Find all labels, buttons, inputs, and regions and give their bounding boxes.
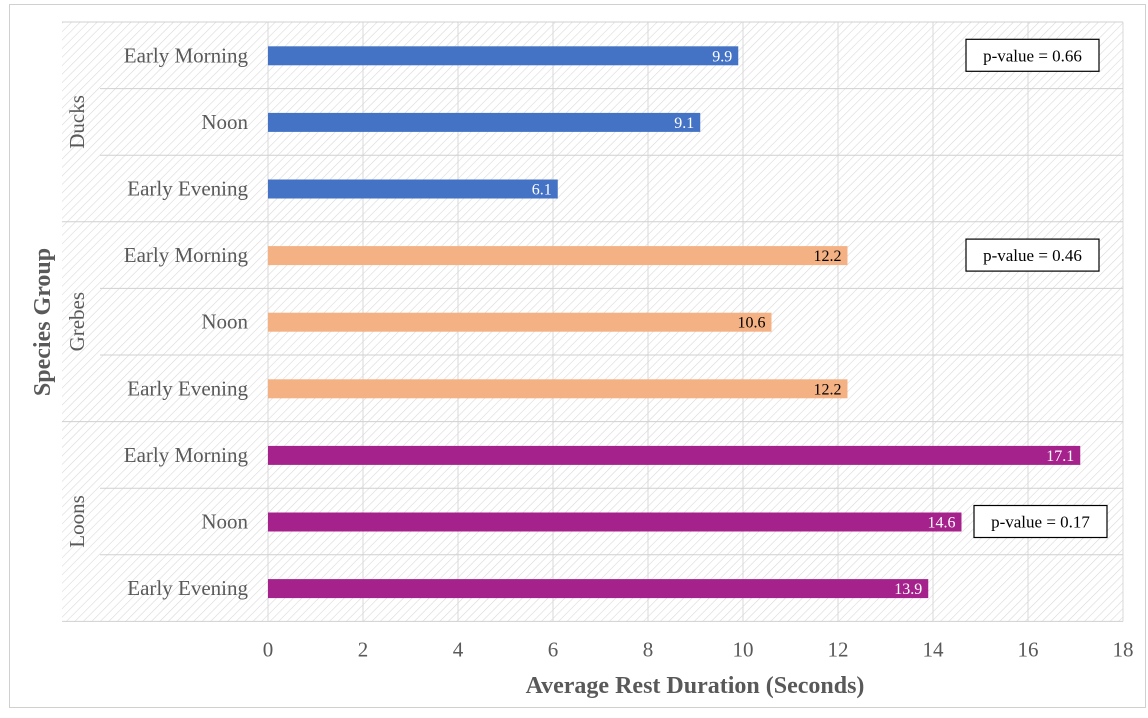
p-value-box	[973, 504, 1108, 539]
p-value-text: p-value = 0.17	[991, 513, 1090, 532]
bar	[268, 312, 772, 332]
p-value-text: p-value = 0.46	[983, 246, 1082, 265]
x-tick-label: 18	[1113, 637, 1134, 661]
x-tick-label: 14	[923, 637, 945, 661]
bar-value-label: 17.1	[1046, 448, 1074, 465]
x-tick-labels: 0 2 4 6 8 10 12 14 16 18	[263, 637, 1134, 661]
p-value-box	[965, 238, 1100, 272]
x-tick-label: 2	[358, 637, 369, 661]
bar-value-label: 9.9	[712, 48, 732, 65]
bar	[268, 112, 701, 132]
bar	[268, 379, 848, 399]
x-tick-label: 0	[263, 637, 274, 661]
bar	[268, 46, 739, 66]
group-label: Grebes	[65, 292, 89, 351]
category-label: Early Evening	[127, 177, 248, 201]
bar-value-label: 12.2	[814, 248, 842, 265]
category-label: Noon	[201, 310, 248, 334]
category-label: Early Evening	[127, 576, 248, 600]
bar-value-label: 14.6	[928, 515, 956, 532]
category-label: Noon	[201, 510, 248, 534]
p-value-text: p-value = 0.66	[983, 46, 1082, 65]
category-label: Early Morning	[124, 243, 249, 267]
bar-value-label: 13.9	[894, 581, 922, 598]
x-axis-title: Average Rest Duration (Seconds)	[526, 673, 865, 699]
x-tick-label: 8	[643, 637, 654, 661]
bar-value-label: 6.1	[532, 182, 552, 199]
p-value-boxes: p-value = 0.66 p-value = 0.46 p-value = 0.…	[965, 38, 1108, 539]
x-tick-label: 16	[1018, 637, 1039, 661]
bar-value-label: 12.2	[814, 381, 842, 398]
bar	[268, 179, 558, 199]
x-tick-label: 4	[453, 637, 464, 661]
category-label: Early Morning	[124, 43, 249, 67]
group-label: Ducks	[65, 95, 89, 149]
x-tick-label: 10	[733, 637, 754, 661]
category-label: Early Evening	[127, 376, 248, 400]
category-label: Noon	[201, 110, 248, 134]
p-value-box	[965, 38, 1100, 72]
x-tick-label: 6	[548, 637, 559, 661]
y-axis-title: Species Group	[30, 248, 56, 396]
bars: 9.9 9.1 6.1 12.2 10.6 12.2 17.1 14.6 13.9	[268, 46, 1081, 599]
bar-value-label: 9.1	[674, 115, 694, 132]
group-label: Loons	[65, 495, 89, 548]
bar-value-label: 10.6	[738, 315, 766, 332]
bar	[268, 579, 929, 599]
x-tick-label: 12	[828, 637, 849, 661]
bar	[268, 512, 962, 532]
bar	[268, 246, 848, 266]
bar	[268, 445, 1081, 465]
category-label: Early Morning	[124, 443, 249, 467]
category-labels: Ducks Early Morning Noon Early Evening Grebe…	[65, 43, 248, 600]
